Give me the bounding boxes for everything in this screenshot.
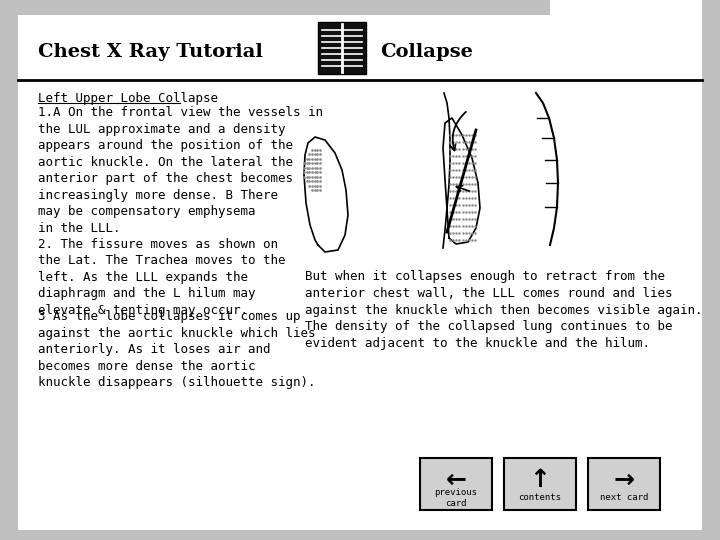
Text: 3 As the lobe collapses it comes up
against the aortic knuckle which lies
anteri: 3 As the lobe collapses it comes up agai… — [38, 310, 315, 389]
Text: 1.A On the frontal view the vessels in
the LUL approximate and a density
appears: 1.A On the frontal view the vessels in t… — [38, 106, 323, 317]
Text: Chest X Ray Tutorial: Chest X Ray Tutorial — [38, 43, 263, 61]
FancyBboxPatch shape — [550, 0, 702, 18]
FancyBboxPatch shape — [504, 458, 576, 510]
Text: next card: next card — [600, 494, 648, 503]
Text: Collapse: Collapse — [380, 43, 473, 61]
Text: Left Upper Lobe Collapse: Left Upper Lobe Collapse — [38, 92, 218, 105]
FancyBboxPatch shape — [420, 458, 492, 510]
Text: But when it collapses enough to retract from the
anterior chest wall, the LLL co: But when it collapses enough to retract … — [305, 270, 703, 350]
Text: ↑: ↑ — [529, 468, 551, 492]
Text: ←: ← — [446, 468, 467, 492]
FancyBboxPatch shape — [588, 458, 660, 510]
Text: →: → — [613, 468, 634, 492]
FancyBboxPatch shape — [18, 15, 702, 530]
Text: contents: contents — [518, 494, 562, 503]
Text: previous
card: previous card — [434, 488, 477, 508]
FancyBboxPatch shape — [318, 22, 366, 74]
